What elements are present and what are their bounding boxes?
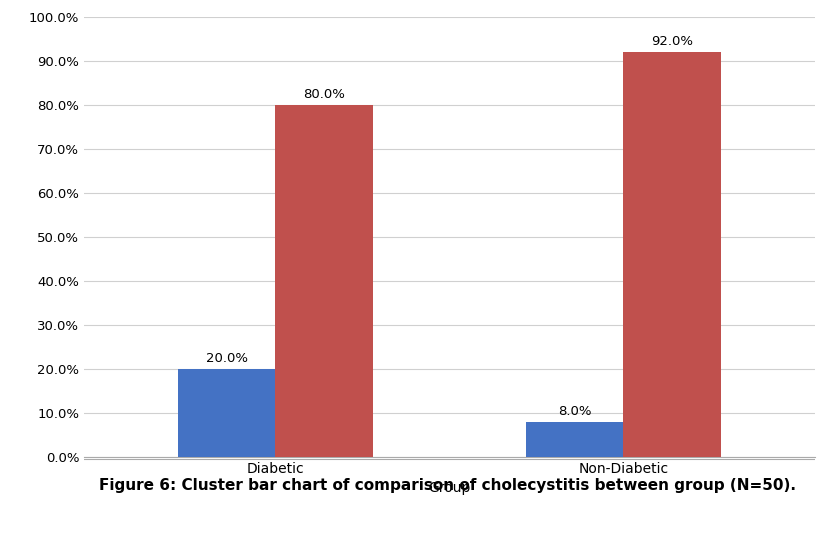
Text: 80.0%: 80.0% bbox=[303, 88, 345, 101]
Text: 8.0%: 8.0% bbox=[558, 405, 591, 418]
X-axis label: Group: Group bbox=[428, 481, 470, 496]
Bar bbox=[623, 52, 721, 457]
Bar bbox=[178, 369, 276, 457]
Text: Figure 6: Cluster bar chart of comparison of cholecystitis between group (N=50).: Figure 6: Cluster bar chart of compariso… bbox=[98, 478, 795, 493]
Text: 20.0%: 20.0% bbox=[206, 352, 248, 365]
Bar bbox=[276, 105, 373, 457]
Bar bbox=[526, 422, 623, 457]
Text: 92.0%: 92.0% bbox=[651, 35, 693, 48]
